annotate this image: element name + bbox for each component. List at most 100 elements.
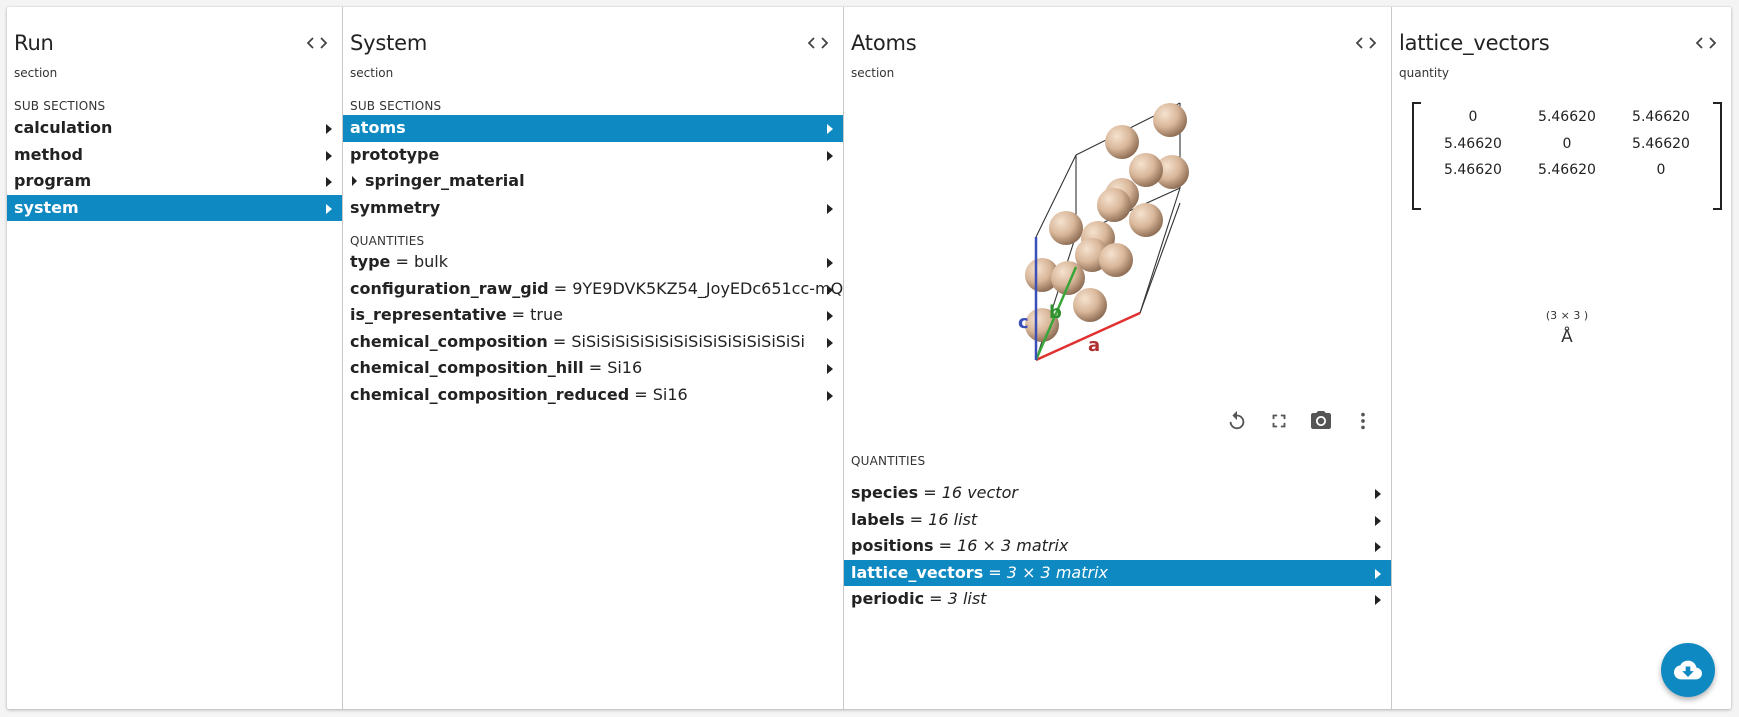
atom [1153,103,1187,137]
quantity-species[interactable]: species = 16 vector [844,480,1391,507]
arrow-right-icon [827,124,833,134]
quantity-chemical-composition[interactable]: chemical_composition = SiSiSiSiSiSiSiSiS… [343,329,843,356]
code-brackets-icon [807,36,829,50]
quantity-configuration-raw-gid[interactable]: configuration_raw_gid = 9YE9DVK5KZ54_Joy… [343,276,843,303]
axis-b-label: b [1049,302,1062,323]
quantity-positions[interactable]: positions = 16 × 3 matrix [844,533,1391,560]
lane-subtitle: section [350,66,393,80]
sub-section-program[interactable]: program [7,168,342,195]
arrow-right-icon [827,391,833,401]
atom [1099,243,1133,277]
lane-subtitle: section [851,66,894,80]
arrow-right-icon [326,204,332,214]
lane-title: System [350,31,427,55]
atom [1073,288,1107,322]
camera-icon [1309,409,1333,433]
more-options-button[interactable] [1349,407,1377,435]
matrix-bracket-left [1412,102,1421,210]
atom [1051,261,1085,295]
download-button[interactable] [1661,643,1715,697]
atom [1129,153,1163,187]
code-brackets-icon [306,36,328,50]
arrow-right-icon [827,204,833,214]
atom [1097,188,1131,222]
lane-title: Run [14,31,54,55]
fullscreen-icon [1268,410,1290,432]
lane-subtitle: section [14,66,57,80]
arrow-right-icon [326,177,332,187]
lane-system: System section SUB SECTIONS atoms protot… [343,7,844,709]
matrix-row: 5.46620 5.46620 0 [1426,157,1708,184]
arrow-right-icon [827,285,833,295]
atom [1105,125,1139,159]
matrix-cell: 5.46620 [1614,131,1708,158]
matrix-row: 5.46620 0 5.46620 [1426,131,1708,158]
quantity-is-representative[interactable]: is_representative = true [343,302,843,329]
arrow-right-icon [1375,489,1381,499]
matrix-cell: 5.46620 [1520,157,1614,184]
lane-width-toggle-button[interactable] [805,33,831,53]
screenshot-button[interactable] [1307,407,1335,435]
matrix-cell: 5.46620 [1426,131,1520,158]
arrow-right-icon [326,124,332,134]
atom [1049,211,1083,245]
lattice-vectors-matrix: 0 5.46620 5.46620 5.46620 0 5.46620 5.46… [1412,102,1722,214]
arrow-right-icon [827,338,833,348]
arrow-right-icon [1375,542,1381,552]
arrow-right-icon [827,258,833,268]
sub-section-atoms[interactable]: atoms [343,115,843,142]
lane-width-toggle-button[interactable] [1353,33,1379,53]
sub-section-prototype[interactable]: prototype [343,142,843,169]
matrix-cell: 0 [1520,131,1614,158]
matrix-unit: Å [1412,327,1722,347]
expand-icon[interactable] [352,176,357,186]
matrix-cell: 5.46620 [1614,104,1708,131]
quantity-chemical-composition-hill[interactable]: chemical_composition_hill = Si16 [343,355,843,382]
axis-c-label: c [1018,312,1029,333]
lane-width-toggle-button[interactable] [1693,33,1719,53]
reset-view-button[interactable] [1223,407,1251,435]
arrow-right-icon [827,364,833,374]
lane-run: Run section SUB SECTIONS calculation met… [7,7,343,709]
matrix-cell: 0 [1426,104,1520,131]
arrow-right-icon [1375,569,1381,579]
quantities-header: QUANTITIES [350,234,424,248]
code-brackets-icon [1355,36,1377,50]
sub-section-springer-material[interactable]: springer_material [343,168,843,195]
arrow-right-icon [827,151,833,161]
cloud-download-icon [1674,656,1702,684]
quantity-lattice-vectors[interactable]: lattice_vectors = 3 × 3 matrix [844,560,1391,587]
structure-viewer[interactable]: a b c [844,85,1392,385]
quantity-chemical-composition-reduced[interactable]: chemical_composition_reduced = Si16 [343,382,843,409]
viewer-toolbar [1223,407,1377,435]
quantity-labels[interactable]: labels = 16 list [844,507,1391,534]
lane-title: Atoms [851,31,916,55]
code-brackets-icon [1695,36,1717,50]
sub-section-method[interactable]: method [7,142,342,169]
lane-lattice-vectors: lattice_vectors quantity 0 5.46620 5.466… [1392,7,1731,709]
quantity-periodic[interactable]: periodic = 3 list [844,586,1391,613]
quantities-header: QUANTITIES [851,454,925,468]
lane-atoms: Atoms section [844,7,1392,709]
arrow-right-icon [827,311,833,321]
fullscreen-button[interactable] [1265,407,1293,435]
lane-subtitle: quantity [1399,66,1449,80]
arrow-right-icon [326,151,332,161]
matrix-cell: 0 [1614,157,1708,184]
matrix-cell: 5.46620 [1426,157,1520,184]
structure-canvas[interactable]: a b c [844,85,1392,385]
axis-a-label: a [1088,335,1100,356]
matrix-cell: 5.46620 [1520,104,1614,131]
matrix-shape: (3 × 3 ) [1412,309,1722,322]
reset-icon [1226,410,1248,432]
quantity-type[interactable]: type = bulk [343,249,843,276]
sub-section-symmetry[interactable]: symmetry [343,195,843,222]
matrix-row: 0 5.46620 5.46620 [1426,104,1708,131]
more-vert-icon [1352,410,1374,432]
sub-section-system[interactable]: system [7,195,342,222]
sub-section-calculation[interactable]: calculation [7,115,342,142]
archive-browser: Run section SUB SECTIONS calculation met… [7,7,1731,709]
arrow-right-icon [1375,516,1381,526]
sub-sections-header: SUB SECTIONS [14,99,105,113]
lane-width-toggle-button[interactable] [304,33,330,53]
